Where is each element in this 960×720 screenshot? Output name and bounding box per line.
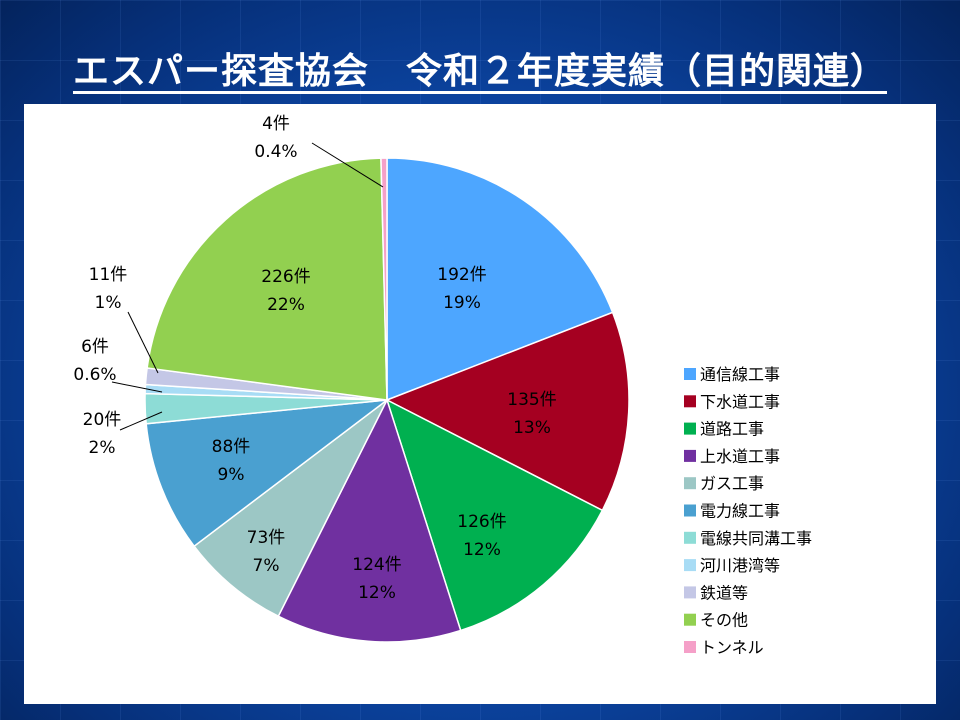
pie-slice-4 <box>193 399 388 618</box>
slice-percent-label: 0.4% <box>254 142 297 162</box>
legend-label-9: その他 <box>700 611 748 630</box>
pie-slice-10 <box>380 157 388 401</box>
slice-label-10: 4件 0.4% <box>254 114 297 162</box>
slice-count-label: 226件 <box>261 267 310 287</box>
slice-percent-label: 9% <box>218 465 245 485</box>
slice-count-label: 124件 <box>352 555 401 575</box>
slice-label-3: 124件 12% <box>352 555 401 603</box>
legend-swatch-10 <box>684 641 696 653</box>
legend-swatch-9 <box>684 613 696 626</box>
legend-swatch-7 <box>684 559 696 572</box>
slice-percent-label: 12% <box>463 540 501 560</box>
pie-slice-5 <box>145 398 390 548</box>
slice-label-2: 126件 12% <box>457 512 506 560</box>
slice-percent-label: 7% <box>253 556 280 576</box>
slice-label-5: 88件 9% <box>212 437 251 485</box>
leader-line-10 <box>311 142 384 188</box>
slice-label-7: 6件 0.6% <box>73 337 116 385</box>
slice-count-label: 20件 <box>83 410 122 430</box>
slice-percent-label: 1% <box>95 293 122 313</box>
slice-label-9: 226件 22% <box>261 267 310 315</box>
legend-label-0: 通信線工事 <box>700 365 780 384</box>
legend-swatch-5 <box>684 504 696 517</box>
leader-line-8 <box>127 311 159 374</box>
legend-label-10: トンネル <box>700 638 764 657</box>
legend-swatch-0 <box>684 368 696 380</box>
slice-label-4: 73件 7% <box>247 528 286 576</box>
legend-label-7: 河川港湾等 <box>700 556 780 575</box>
legend-swatch-4 <box>684 477 696 490</box>
legend-label-3: 上水道工事 <box>700 447 780 466</box>
pie-slice-0 <box>386 157 614 402</box>
legend-swatch-3 <box>684 449 696 462</box>
slice-count-label: 135件 <box>507 390 556 410</box>
slice-percent-label: 13% <box>513 418 551 438</box>
slice-percent-label: 2% <box>89 438 116 458</box>
legend-swatch-2 <box>684 422 696 435</box>
slice-count-label: 88件 <box>212 437 251 457</box>
slice-label-8: 11件 1% <box>89 265 128 313</box>
slice-count-label: 6件 <box>81 337 109 357</box>
legend-label-6: 電線共同溝工事 <box>700 529 812 548</box>
legend-label-5: 電力線工事 <box>700 502 780 521</box>
slice-count-label: 192件 <box>437 265 486 285</box>
slice-count-label: 4件 <box>262 114 290 134</box>
pie-slice-3 <box>277 398 462 643</box>
slice-count-label: 73件 <box>247 528 286 548</box>
slice-count-label: 126件 <box>457 512 506 532</box>
legend-label-4: ガス工事 <box>700 474 764 493</box>
slice-percent-label: 19% <box>443 293 481 313</box>
slice-percent-label: 12% <box>358 583 396 603</box>
slice-percent-label: 22% <box>267 295 305 315</box>
pie-slice-9 <box>146 157 388 401</box>
leader-line-7 <box>111 381 163 393</box>
legend-label-1: 下水道工事 <box>700 392 780 411</box>
slice-label-1: 135件 13% <box>507 390 556 438</box>
slice-label-0: 192件 19% <box>437 265 486 313</box>
slice-label-6: 20件 2% <box>83 410 122 458</box>
slice-count-label: 11件 <box>89 265 128 285</box>
pie-slice-2 <box>385 398 604 632</box>
leader-line-6 <box>119 411 163 431</box>
legend-swatch-1 <box>684 395 696 408</box>
legend-swatch-6 <box>684 531 696 544</box>
legend-label-8: 鉄道等 <box>700 583 748 602</box>
legend-label-2: 道路工事 <box>700 420 764 439</box>
legend-swatch-8 <box>684 586 696 599</box>
slice-percent-label: 0.6% <box>73 365 116 385</box>
page-title: エスパー探査協会 令和２年度実績（目的関連） <box>72 51 887 92</box>
pie-slice-1 <box>385 311 630 512</box>
